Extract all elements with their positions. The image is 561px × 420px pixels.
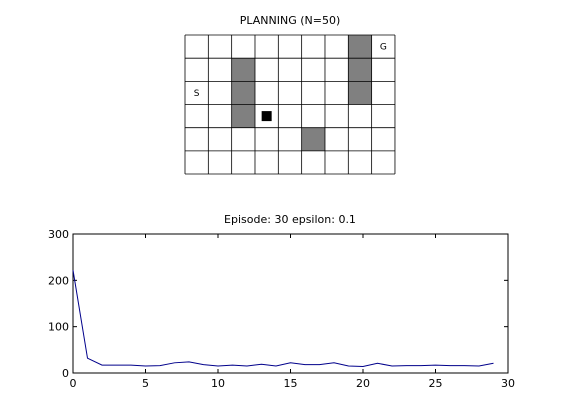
gridworld-panel: PLANNING (N=50) S G (184, 14, 396, 175)
wall-cell (231, 81, 255, 105)
x-tick-label: 0 (70, 377, 77, 390)
x-tick-label: 10 (211, 377, 225, 390)
episode-chart-panel: Episode: 30 epsilon: 0.1 0 5 10 15 20 25 30 0 1… (48, 213, 515, 390)
y-tick-label: 0 (62, 367, 69, 380)
chart-title: Episode: 30 epsilon: 0.1 (224, 213, 356, 226)
wall-cell (231, 58, 255, 82)
wall-cell (348, 58, 372, 82)
x-tick-label: 30 (501, 377, 515, 390)
start-cell-label: S (194, 89, 200, 99)
y-axis-ticks: 0 100 200 300 (48, 228, 508, 380)
gridworld-title: PLANNING (N=50) (240, 14, 341, 27)
wall-cell (301, 127, 325, 151)
x-tick-label: 15 (284, 377, 298, 390)
series-layer (72, 270, 494, 368)
wall-cell (231, 104, 255, 128)
y-tick-label: 100 (48, 321, 69, 334)
wall-cell (348, 35, 372, 59)
x-tick-label: 20 (356, 377, 370, 390)
steps-per-episode-line (72, 270, 494, 368)
gridworld-lines (184, 34, 396, 175)
x-tick-label: 5 (142, 377, 149, 390)
chart-axes-box (72, 233, 509, 374)
x-tick-label: 25 (429, 377, 443, 390)
y-tick-label: 200 (48, 274, 69, 287)
x-axis-ticks: 0 5 10 15 20 25 30 (70, 234, 515, 390)
y-tick-label: 300 (48, 228, 69, 241)
goal-cell-label: G (380, 43, 387, 53)
wall-cell (348, 81, 372, 105)
agent-marker (261, 111, 272, 122)
